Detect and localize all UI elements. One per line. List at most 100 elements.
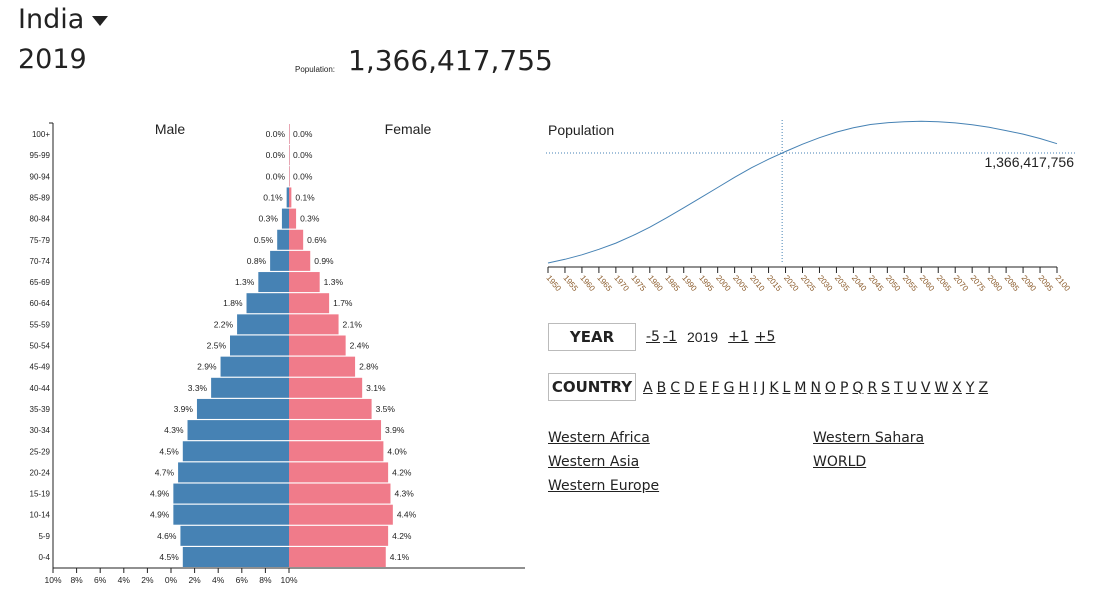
age-label: 20-24 xyxy=(30,468,51,477)
male-value-label: 4.9% xyxy=(150,510,170,520)
letter-link-U[interactable]: U xyxy=(906,379,917,396)
time-tick-label: 2090 xyxy=(1020,274,1039,294)
time-tick-label: 1995 xyxy=(697,274,716,294)
age-label: 50-54 xyxy=(30,342,51,351)
year-minus-5-link[interactable]: -5 xyxy=(646,329,660,345)
female-bar xyxy=(289,420,382,441)
female-bar xyxy=(289,187,292,208)
time-tick-label: 1990 xyxy=(680,274,699,294)
letter-link-T[interactable]: T xyxy=(894,379,903,396)
age-label: 15-19 xyxy=(30,490,51,499)
letter-link-O[interactable]: O xyxy=(824,379,836,396)
year-plus-1-link[interactable]: +1 xyxy=(728,329,749,345)
female-value-label: 4.3% xyxy=(394,489,414,499)
letter-link-C[interactable]: C xyxy=(670,379,680,396)
female-bar xyxy=(289,504,393,525)
x-tick-label: 6% xyxy=(94,575,107,585)
region-link[interactable]: Western Asia xyxy=(548,454,640,470)
time-tick-label: 2080 xyxy=(986,274,1005,294)
region-link[interactable]: Western Sahara xyxy=(813,430,925,446)
male-bar xyxy=(270,250,289,271)
letter-link-S[interactable]: S xyxy=(881,379,891,396)
time-tick-label: 2065 xyxy=(935,274,954,294)
letter-link-K[interactable]: K xyxy=(769,379,779,396)
female-bar xyxy=(289,462,389,483)
time-tick-label: 2055 xyxy=(901,274,920,294)
male-value-label: 4.6% xyxy=(157,531,177,541)
letter-link-Y[interactable]: Y xyxy=(965,379,975,396)
letter-link-B[interactable]: B xyxy=(656,379,667,396)
year-button[interactable]: YEAR xyxy=(548,323,636,351)
age-label: 10-14 xyxy=(30,511,51,520)
age-label: 60-64 xyxy=(30,299,51,308)
male-bar xyxy=(178,462,289,483)
x-tick-label: 8% xyxy=(70,575,83,585)
male-value-label: 0.8% xyxy=(247,256,267,266)
time-tick-label: 2015 xyxy=(765,274,784,294)
letter-link-L[interactable]: L xyxy=(782,379,791,396)
age-label: 25-29 xyxy=(30,447,51,456)
letter-link-X[interactable]: X xyxy=(952,379,962,396)
female-value-label: 0.0% xyxy=(293,150,313,160)
region-link[interactable]: Western Africa xyxy=(548,430,650,446)
letter-link-Q[interactable]: Q xyxy=(852,379,864,396)
female-value-label: 1.7% xyxy=(333,298,353,308)
country-button[interactable]: COUNTRY xyxy=(548,373,636,401)
letter-link-G[interactable]: G xyxy=(723,379,735,396)
male-bar xyxy=(277,229,289,250)
age-label: 70-74 xyxy=(30,257,51,266)
time-tick-label: 2020 xyxy=(782,274,801,294)
letter-link-W[interactable]: W xyxy=(934,379,949,396)
x-tick-label: 4% xyxy=(212,575,225,585)
male-bar xyxy=(173,504,289,525)
female-bar xyxy=(289,441,384,462)
letter-link-E[interactable]: E xyxy=(698,379,708,396)
age-label: 55-59 xyxy=(30,320,51,329)
year-plus-5-link[interactable]: +5 xyxy=(754,329,776,345)
letter-link-H[interactable]: H xyxy=(738,379,750,396)
letter-link-M[interactable]: M xyxy=(794,379,807,396)
x-tick-label: 2% xyxy=(188,575,201,585)
region-column-1: Western Africa Western Asia Western Euro… xyxy=(548,426,659,498)
male-bar xyxy=(182,441,289,462)
male-value-label: 4.7% xyxy=(155,467,175,477)
age-label: 5-9 xyxy=(38,532,50,541)
male-value-label: 4.3% xyxy=(164,425,184,435)
male-bar xyxy=(230,335,289,356)
female-value-label: 1.3% xyxy=(324,277,344,287)
letter-link-A[interactable]: A xyxy=(643,379,653,396)
letter-link-Z[interactable]: Z xyxy=(978,379,989,396)
male-bar xyxy=(237,314,289,335)
male-value-label: 2.5% xyxy=(207,341,227,351)
age-label: 95-99 xyxy=(30,151,51,160)
population-pyramid: Male Female 100+ 0.0% 0.0% 95-99 0.0% 0.0% 90-94… xyxy=(30,121,525,585)
female-bar xyxy=(289,356,356,377)
male-value-label: 2.2% xyxy=(214,319,234,329)
female-value-label: 0.1% xyxy=(295,192,315,202)
female-bar xyxy=(289,547,386,567)
female-value-label: 4.1% xyxy=(390,552,410,562)
female-bar xyxy=(289,377,363,398)
region-link[interactable]: Western Europe xyxy=(548,478,660,494)
time-tick-label: 2035 xyxy=(833,274,852,294)
year-minus-1-link[interactable]: -1 xyxy=(662,329,677,345)
female-value-label: 4.2% xyxy=(392,467,412,477)
letter-link-R[interactable]: R xyxy=(867,379,878,396)
female-value-label: 3.9% xyxy=(385,425,405,435)
letter-link-V[interactable]: V xyxy=(920,379,931,396)
letter-link-J[interactable]: J xyxy=(761,379,766,396)
female-value-label: 0.6% xyxy=(307,235,327,245)
letter-link-F[interactable]: F xyxy=(711,379,720,396)
female-bar xyxy=(289,124,290,144)
current-year: 2019 xyxy=(686,329,719,345)
letter-link-P[interactable]: P xyxy=(839,379,849,396)
male-value-label: 4.5% xyxy=(159,552,179,562)
age-label: 75-79 xyxy=(30,236,51,245)
region-link[interactable]: WORLD xyxy=(813,454,867,470)
line-chart-title: Population xyxy=(548,122,614,138)
letter-link-N[interactable]: N xyxy=(810,379,821,396)
letter-link-I[interactable]: I xyxy=(753,379,758,396)
country-selector[interactable]: India xyxy=(18,4,109,35)
letter-link-D[interactable]: D xyxy=(683,379,695,396)
